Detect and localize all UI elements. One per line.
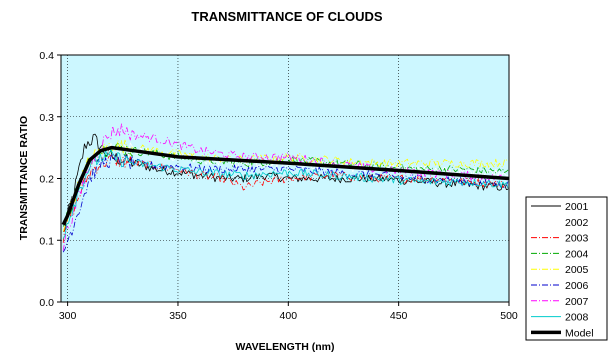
- legend-label-2003: 2003: [565, 233, 589, 245]
- x-tick-label: 450: [390, 310, 408, 322]
- series-line-2002: [62, 142, 509, 223]
- x-tick-label: 350: [169, 310, 187, 322]
- y-tick-label: 0.4: [39, 50, 54, 62]
- series-lines: [61, 123, 510, 253]
- legend-label-2005: 2005: [565, 264, 589, 276]
- gridlines: [61, 55, 509, 302]
- y-axis-label: TRANSMITTANCE RATIO: [18, 116, 30, 240]
- legend-items: 2001 2002 2003 2004 2005 2006 2007 2008 Model: [531, 201, 594, 339]
- legend-label-2004: 2004: [565, 248, 589, 260]
- legend-label-2001: 2001: [565, 201, 589, 213]
- legend-label-2008: 2008: [565, 312, 589, 324]
- y-tick-label: 0.2: [39, 174, 54, 186]
- x-axis-ticks: 300 350 400 450 500: [59, 302, 518, 322]
- series-line-2003: [62, 154, 509, 243]
- series-line-model: [61, 145, 510, 226]
- x-tick-label: 500: [500, 310, 518, 322]
- legend-label-2006: 2006: [565, 280, 589, 292]
- legend: 2001 2002 2003 2004 2005 2006 2007 2008 Model: [525, 196, 608, 341]
- y-axis-ticks: 0.0 0.1 0.2 0.3 0.4: [39, 50, 61, 309]
- y-tick-label: 0.0: [39, 297, 54, 309]
- y-tick-label: 0.1: [39, 235, 54, 247]
- x-tick-label: 300: [59, 310, 77, 322]
- legend-label-model: Model: [565, 327, 594, 339]
- series-line-2008: [62, 149, 509, 239]
- x-tick-label: 400: [280, 310, 298, 322]
- series-line-2007: [62, 123, 509, 251]
- x-axis-label: WAVELENGTH (nm): [236, 341, 335, 353]
- plot-area: [60, 54, 510, 303]
- series-line-2006: [62, 153, 509, 253]
- y-tick-label: 0.3: [39, 112, 54, 124]
- legend-label-2002: 2002: [565, 217, 589, 229]
- chart-title: TRANSMITTANCE OF CLOUDS: [191, 9, 382, 24]
- legend-label-2007: 2007: [565, 296, 589, 308]
